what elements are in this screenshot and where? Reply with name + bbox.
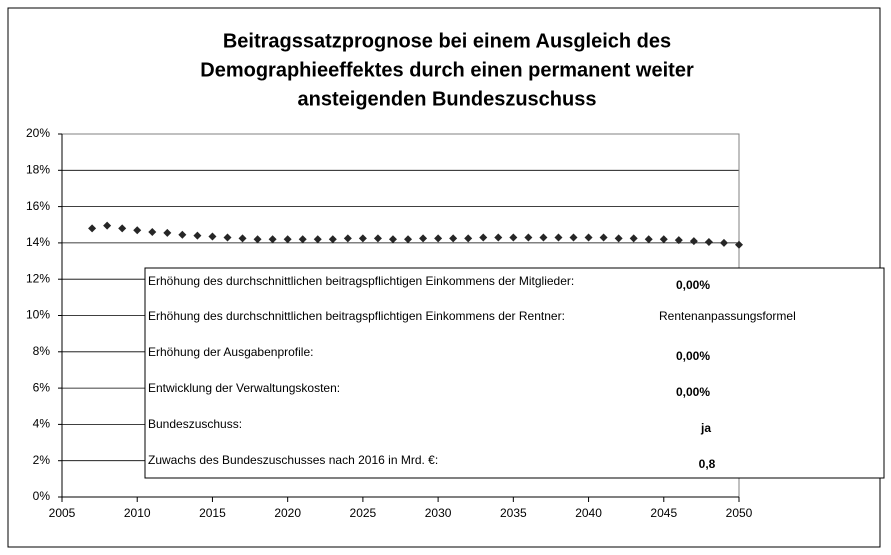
x-tick-label: 2035	[500, 506, 527, 520]
point	[103, 221, 112, 230]
y-tick-label: 10%	[26, 308, 50, 322]
point	[674, 236, 683, 245]
annotation-value: 0,00%	[676, 385, 710, 399]
y-tick-label: 16%	[26, 199, 50, 213]
point	[298, 235, 307, 244]
point	[118, 224, 127, 233]
point	[238, 234, 247, 243]
point	[735, 240, 743, 249]
point	[88, 224, 97, 233]
annotation-label: Zuwachs des Bundeszuschusses nach 2016 i…	[148, 453, 438, 467]
point	[554, 233, 563, 242]
x-tick-label: 2045	[650, 506, 677, 520]
point	[268, 235, 277, 244]
annotation-value: Rentenanpassungsformel	[659, 309, 796, 323]
point	[719, 238, 728, 247]
point	[599, 233, 608, 242]
annotation-box	[144, 267, 885, 479]
y-tick-label: 8%	[33, 344, 51, 358]
point	[629, 234, 638, 243]
point	[449, 234, 458, 243]
chart-title: ansteigenden Bundeszuschuss	[298, 88, 597, 110]
y-tick-label: 14%	[26, 235, 50, 249]
point	[659, 235, 668, 244]
x-tick-label: 2040	[575, 506, 602, 520]
point	[524, 233, 533, 242]
point	[704, 237, 713, 246]
point	[584, 233, 593, 242]
annotation-value: 0,00%	[676, 349, 710, 363]
y-tick-label: 20%	[26, 126, 50, 140]
x-tick-label: 2030	[425, 506, 452, 520]
point	[313, 235, 322, 244]
annotation-label: Entwicklung der Verwaltungskosten:	[148, 381, 340, 395]
chart-title: Demographieeffektes durch einen permanen…	[200, 59, 694, 81]
x-tick-label: 2020	[274, 506, 301, 520]
y-tick-label: 12%	[26, 271, 50, 285]
annotation-value: ja	[700, 421, 711, 435]
point	[253, 235, 262, 244]
point	[208, 232, 217, 241]
point	[193, 231, 202, 240]
point	[689, 237, 698, 246]
point	[328, 235, 337, 244]
y-tick-label: 18%	[26, 162, 50, 176]
point	[163, 228, 172, 237]
point	[388, 235, 397, 244]
point	[464, 234, 473, 243]
point	[178, 230, 187, 239]
point	[223, 233, 232, 242]
y-tick-label: 0%	[33, 489, 51, 503]
point	[133, 226, 142, 235]
x-tick-label: 2015	[199, 506, 226, 520]
point	[644, 235, 653, 244]
annotation-label: Erhöhung der Ausgabenprofile:	[148, 345, 313, 359]
point	[539, 233, 548, 242]
point	[358, 234, 367, 243]
y-tick-label: 2%	[33, 453, 51, 467]
y-tick-label: 6%	[33, 380, 51, 394]
y-tick-label: 4%	[33, 417, 51, 431]
annotation-value: 0,00%	[676, 278, 710, 292]
x-tick-label: 2025	[350, 506, 377, 520]
point	[509, 233, 518, 242]
annotation-label: Bundeszuschuss:	[148, 417, 242, 431]
point	[148, 228, 157, 237]
point	[419, 234, 428, 243]
annotation-label: Erhöhung des durchschnittlichen beitrags…	[148, 309, 565, 323]
x-tick-label: 2005	[49, 506, 76, 520]
annotation-label: Erhöhung des durchschnittlichen beitrags…	[148, 274, 574, 288]
point	[479, 233, 488, 242]
annotation-value: 0,8	[699, 457, 716, 471]
x-tick-label: 2050	[726, 506, 753, 520]
point	[283, 235, 292, 244]
point	[343, 234, 352, 243]
point	[614, 234, 623, 243]
chart-title: Beitragssatzprognose bei einem Ausgleich…	[223, 30, 671, 52]
x-tick-label: 2010	[124, 506, 151, 520]
point	[434, 234, 443, 243]
point	[373, 234, 382, 243]
point	[494, 233, 503, 242]
point	[569, 233, 578, 242]
point	[404, 235, 413, 244]
